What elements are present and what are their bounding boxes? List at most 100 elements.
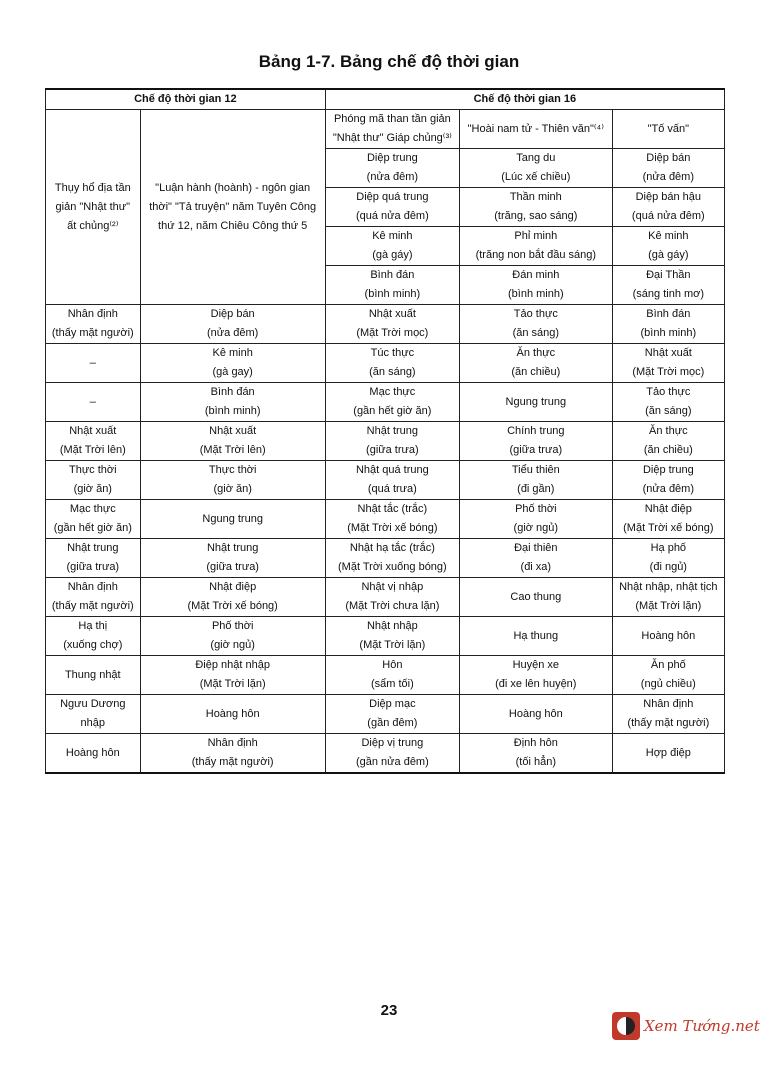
table-cell: Diệp trung (nửa đêm): [611, 460, 726, 500]
table-cell: Nhật vị nhập (Mặt Trời chưa lặn): [324, 577, 460, 617]
table-cell: Đán minh (bình minh): [458, 265, 613, 305]
table-row: Bình đán (bình minh) Đán minh (bình minh) Đạ…: [46, 265, 726, 305]
cell-line: (Mặt Trời xế bóng): [347, 522, 438, 534]
cell-line: (đi xe lên huyện): [495, 678, 577, 690]
cell-line: Diệp vị trung: [361, 737, 424, 749]
table-cell: Đại thiên (đi xa): [458, 538, 613, 578]
table-row: Thung nhật Điệp nhật nhập (Mặt Trời lặn) Hô…: [45, 655, 726, 695]
cell-line: "Hoài nam tử - Thiên văn"⁽⁴⁾: [467, 122, 604, 135]
table-cell: Hạ thung: [458, 616, 613, 656]
table-cell: Bình đán (bình minh): [611, 304, 726, 344]
cell-line: (gần đêm): [367, 717, 418, 729]
cell-line: Hạ thị: [78, 620, 108, 632]
cell-line: Hoàng hôn: [205, 707, 260, 720]
cell-line: Diệp mạc: [369, 698, 416, 710]
cell-line: Diệp bán: [210, 308, 255, 320]
cell-line: (Mặt Trời xế bóng): [623, 522, 714, 534]
table-cell: Nhật xuất (Mặt Trời mọc): [324, 304, 460, 344]
table-cell: Nhân định (thấy mặt người): [611, 694, 726, 734]
table-cell: Thung nhật: [45, 655, 141, 695]
table-cell: Hoàng hôn: [139, 694, 326, 734]
cell-line: (đi xa): [520, 561, 552, 573]
table-cell: Hạ phố (đi ngủ): [611, 538, 726, 578]
cell-line: Nhật trung: [67, 542, 119, 554]
table-cell: Cao thung: [458, 577, 613, 617]
table-row: Diệp quá trung (quá nửa đêm) Thần minh (tră…: [46, 187, 726, 227]
cell-line: (ăn sáng): [645, 405, 692, 417]
sub-header-cell: "Tố vấn": [611, 109, 726, 149]
cell-line: (thấy mặt người): [191, 756, 274, 768]
cell-line: Ngưu Dương: [60, 698, 126, 710]
cell-line: –: [89, 395, 96, 408]
table-row: Ngưu Dương nhập Hoàng hôn Diệp mạc (gần đêm)…: [45, 694, 726, 734]
watermark: Xem Tướng.net: [612, 1012, 760, 1040]
table-row: Diệp trung (nửa đêm) Tang du (Lúc xế chiều)…: [46, 148, 726, 188]
watermark-text: Xem Tướng.net: [644, 1017, 760, 1035]
cell-line: Phỉ minh: [514, 230, 558, 242]
table-cell: Nhật nhập (Mặt Trời lặn): [324, 616, 460, 656]
table-row: – Kê minh (gà gay) Túc thực (ăn sáng) Ăn thực…: [45, 343, 726, 383]
header-12: Chế độ thời gian 12: [45, 88, 326, 110]
cell-line: giản "Nhật thư": [55, 200, 131, 213]
cell-line: Thực thời: [208, 464, 257, 476]
cell-line: Nhật trung: [206, 542, 259, 554]
cell-line: (Mặt Trời xế bóng): [187, 600, 278, 612]
table-cell: Nhật nhập, nhật tịch (Mặt Trời lặn): [611, 577, 726, 617]
cell-line: (gần hết giờ ăn): [53, 522, 132, 534]
cell-line: (giờ ngủ): [513, 522, 559, 534]
cell-line: Đán minh: [512, 269, 560, 281]
cell-line: Nhật hạ tắc (trắc): [349, 542, 435, 554]
cell-line: Ngung trung: [505, 395, 567, 408]
table-cell: Phố thời (giờ ngủ): [139, 616, 326, 656]
cell-line: Túc thực: [370, 347, 415, 359]
cell-line: Đại thiên: [514, 542, 558, 554]
page-number: 23: [380, 1002, 398, 1019]
cell-line: Đại Thần: [646, 269, 691, 281]
table-cell: Nhật điệp (Mặt Trời xế bóng): [611, 499, 726, 539]
cell-line: Nhật xuất: [644, 347, 692, 359]
cell-line: (Mặt Trời lặn): [359, 639, 426, 651]
header-row: Chế độ thời gian 12 Chế độ thời gian 16: [45, 88, 726, 110]
table-cell: Túc thực (ăn sáng): [324, 343, 460, 383]
cell-line: (Mặt Trời lên): [199, 444, 266, 456]
table-cell: Hoàng hôn: [611, 616, 726, 656]
table-row: Thụy hổ địa tần giản "Nhật thư" ất chủng⁽²…: [45, 109, 726, 305]
cell-line: (quá trưa): [367, 483, 417, 495]
cell-line: (bình minh): [640, 327, 697, 339]
table-cell: Tảo thực (ăn sáng): [458, 304, 613, 344]
cell-line: (ăn chiều): [643, 444, 693, 456]
table-cell: Tang du (Lúc xế chiều): [458, 148, 613, 188]
cell-line: (ăn sáng): [369, 366, 416, 378]
cell-line: (Mặt Trời lên): [59, 444, 126, 456]
cell-line: (gà gáy): [372, 249, 413, 261]
table-cell: Điệp nhật nhập (Mặt Trời lặn): [139, 655, 326, 695]
table-cell: Đại Thần (sáng tinh mơ): [611, 265, 726, 305]
cell-line: (xuống chợ): [63, 639, 123, 651]
table-row: Nhật trung (giữa trưa) Nhật trung (giữa trư…: [45, 538, 726, 578]
cell-line: Nhật vị nhập: [361, 581, 424, 593]
cell-line: Nhật nhập, nhật tịch: [619, 581, 718, 593]
left-source-cell: Thụy hổ địa tần giản "Nhật thư" ất chủng⁽²…: [45, 109, 141, 305]
cell-line: Nhân định: [643, 698, 694, 710]
table-cell: Ngung trung: [139, 499, 326, 539]
cell-line: (giữa trưa): [509, 444, 563, 456]
table-cell: Phố thời (giờ ngủ): [458, 499, 613, 539]
cell-line: (ăn sáng): [512, 327, 560, 339]
cell-line: (nửa đêm): [366, 171, 419, 183]
cell-line: (Mặt Trời lặn): [199, 678, 266, 690]
table-cell: Mạc thực (gần hết giờ ăn): [45, 499, 141, 539]
table-row: Nhân định (thấy mặt người) Nhật điệp (Mặt T…: [45, 577, 726, 617]
table-cell: Nhật điệp (Mặt Trời xế bóng): [139, 577, 326, 617]
table-cell: Ăn thực (ăn chiều): [458, 343, 613, 383]
table-cell: Kê minh (gà gay): [139, 343, 326, 383]
table-cell: Nhật xuất (Mặt Trời lên): [139, 421, 326, 461]
yin-yang-logo-icon: [612, 1012, 640, 1040]
cell-line: Phóng mã than tần giản: [333, 113, 451, 125]
cell-line: Nhân định: [207, 737, 258, 749]
table-cell: –: [45, 382, 141, 422]
cell-line: Nhật tắc (trắc): [357, 503, 428, 515]
cell-line: Kê minh: [648, 230, 689, 242]
cell-line: Diệp bán: [646, 152, 691, 164]
cell-line: (tối hẳn): [515, 756, 556, 768]
cell-line: (nửa đêm): [642, 483, 695, 495]
